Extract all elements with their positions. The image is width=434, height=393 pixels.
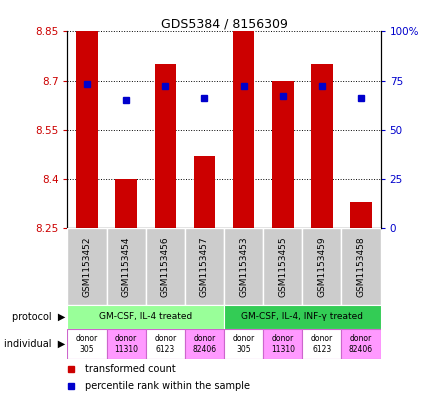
Text: donor
305: donor 305 [232,334,254,354]
Text: donor
6123: donor 6123 [310,334,332,354]
Bar [224,305,380,329]
Bar [232,31,254,228]
Bar [154,64,176,228]
Bar [263,228,302,305]
Title: GDS5384 / 8156309: GDS5384 / 8156309 [160,17,287,30]
Text: GSM1153453: GSM1153453 [239,236,247,297]
Bar [224,329,263,359]
Bar [271,81,293,228]
Text: percentile rank within the sample: percentile rank within the sample [85,381,249,391]
Bar [115,179,137,228]
Bar [349,202,371,228]
Text: GSM1153459: GSM1153459 [317,236,326,297]
Text: GSM1153454: GSM1153454 [122,236,130,296]
Text: protocol  ▶: protocol ▶ [12,312,65,322]
Text: donor
82406: donor 82406 [192,334,216,354]
Text: GSM1153458: GSM1153458 [356,236,365,297]
Text: individual  ▶: individual ▶ [4,339,65,349]
Bar [302,329,341,359]
Bar [67,228,106,305]
Text: GSM1153455: GSM1153455 [278,236,286,297]
Bar [341,329,380,359]
Bar [184,228,224,305]
Bar [67,329,106,359]
Text: donor
6123: donor 6123 [154,334,176,354]
Text: GM-CSF, IL-4 treated: GM-CSF, IL-4 treated [99,312,192,321]
Text: GM-CSF, IL-4, INF-γ treated: GM-CSF, IL-4, INF-γ treated [241,312,362,321]
Bar [106,228,145,305]
Text: donor
82406: donor 82406 [348,334,372,354]
Bar [224,228,263,305]
Bar [106,329,145,359]
Bar [145,228,184,305]
Bar [302,228,341,305]
Bar [193,156,215,228]
Bar [341,228,380,305]
Text: donor
11310: donor 11310 [114,334,138,354]
Bar [310,64,332,228]
Text: GSM1153452: GSM1153452 [82,236,91,296]
Text: donor
305: donor 305 [76,334,98,354]
Text: GSM1153456: GSM1153456 [161,236,169,297]
Bar [184,329,224,359]
Bar [76,31,98,228]
Text: transformed count: transformed count [85,364,175,374]
Text: GSM1153457: GSM1153457 [200,236,208,297]
Bar [67,305,224,329]
Text: donor
11310: donor 11310 [270,334,294,354]
Bar [145,329,184,359]
Bar [263,329,302,359]
